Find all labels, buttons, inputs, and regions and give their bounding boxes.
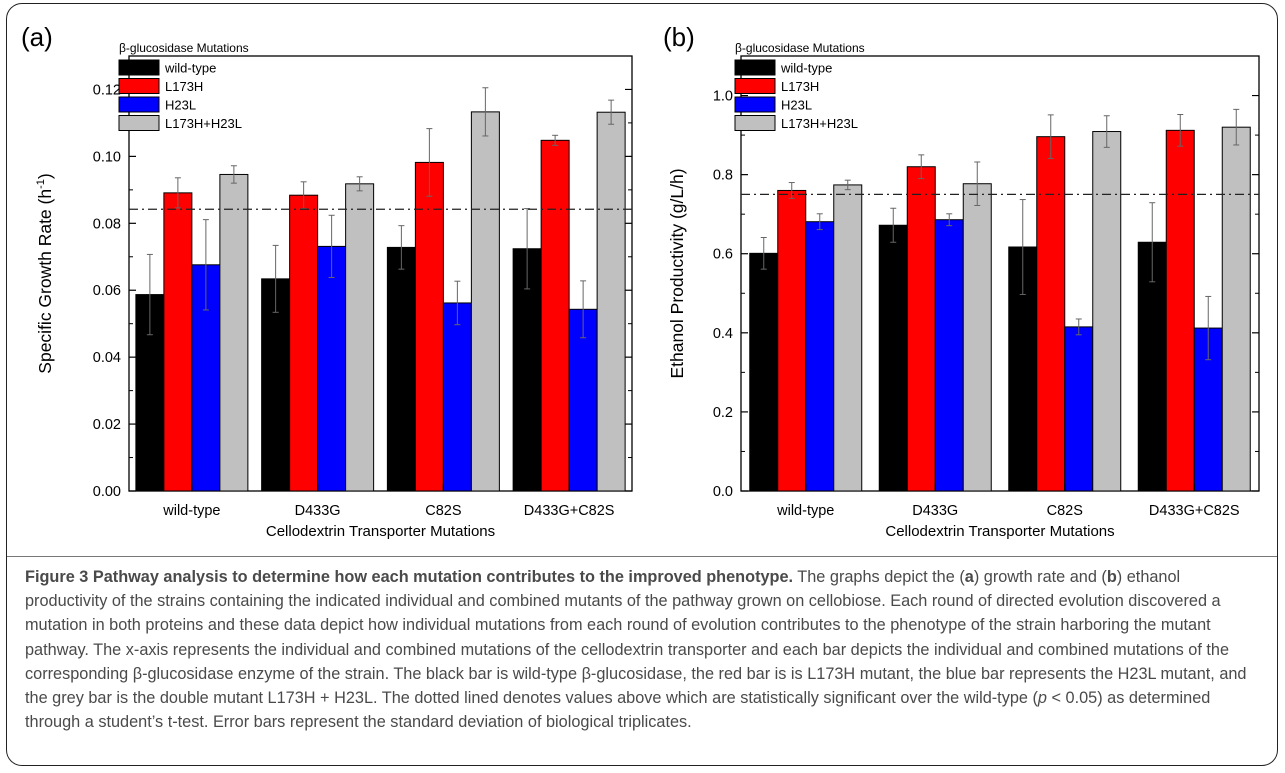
plot-frame: [740, 55, 1260, 492]
bar: [1221, 126, 1251, 492]
y-tick-label: 0.06: [93, 283, 121, 299]
bar: [962, 183, 992, 492]
y-axis-label: Ethanol Productivity (g/L/h): [667, 168, 687, 378]
bar: [219, 173, 249, 492]
bar: [1092, 131, 1122, 492]
y-axis-label: Specific Growth Rate (h-1): [35, 173, 55, 373]
bar: [777, 189, 807, 492]
y-tick-label: 0.08: [93, 216, 121, 232]
legend-label: L173H: [781, 79, 819, 94]
bar: [317, 245, 347, 492]
y-axis-label-text: Specific Growth Rate (h: [35, 189, 55, 374]
bar: [1165, 129, 1195, 492]
x-tick-label: wild-type: [162, 503, 220, 519]
panel-label: (a): [21, 22, 53, 52]
x-tick-label: D433G+C82S: [1149, 503, 1240, 519]
y-tick-label: 0.6: [713, 247, 733, 263]
bar: [596, 111, 626, 492]
y-axis-label-end: ): [35, 173, 55, 179]
bar: [386, 246, 416, 492]
x-tick-label: D433G: [295, 503, 341, 519]
legend-swatch: [118, 78, 160, 94]
y-tick-label: 0.2: [713, 405, 733, 421]
caption-divider: [7, 556, 1277, 557]
bar: [163, 192, 193, 492]
y-tick-label: 1.0: [713, 89, 733, 105]
y-tick-label: 0.0: [713, 484, 733, 500]
caption-text: The graphs depict the (: [793, 568, 965, 586]
legend-swatch: [118, 96, 160, 113]
bar: [878, 224, 908, 492]
legend-label: H23L: [781, 98, 812, 113]
bar: [289, 194, 319, 492]
x-axis-label: Cellodextrin Transporter Mutations: [266, 523, 495, 540]
legend-swatch: [118, 59, 160, 76]
legend-label: L173H+H23L: [165, 116, 242, 131]
x-tick-label: D433G: [912, 503, 958, 519]
y-tick-label: 0.4: [713, 326, 733, 342]
legend-swatch: [734, 96, 776, 113]
x-tick-label: wild-type: [776, 503, 834, 519]
bar: [1137, 241, 1167, 492]
chart-growth-rate: (a) 0.00 0.02 0.04 0.06 0.08 0.10 0.12 Specific …: [21, 22, 633, 540]
legend-label: L173H+H23L: [781, 116, 858, 131]
legend-label: wild-type: [780, 61, 832, 76]
bar: [749, 252, 779, 492]
legend-label: L173H: [165, 79, 203, 94]
bar: [1036, 136, 1066, 492]
y-tick-label: 0.12: [93, 82, 121, 98]
bar: [261, 278, 291, 492]
bar: [540, 139, 570, 492]
bar: [1064, 326, 1094, 492]
bar: [805, 221, 835, 492]
legend-title: β-glucosidase Mutations: [119, 41, 249, 55]
legend-title: β-glucosidase Mutations: [735, 41, 865, 55]
x-tick-label: C82S: [1047, 503, 1083, 519]
caption-title: Figure 3 Pathway analysis to determine h…: [25, 568, 794, 586]
y-axis-label-text: Ethanol Productivity (g/L/h): [667, 168, 687, 378]
x-axis-label: Cellodextrin Transporter Mutations: [885, 523, 1114, 540]
legend-swatch: [734, 78, 776, 94]
x-tick-label: C82S: [425, 503, 461, 519]
caption-text: < 0.05) as determined through a student’…: [25, 689, 1211, 732]
bar: [345, 183, 375, 492]
legend-label: H23L: [165, 98, 196, 113]
y-axis-label-superscript: -1: [35, 179, 47, 189]
panel-label: (b): [663, 22, 695, 52]
caption-p-symbol: p: [1037, 689, 1047, 708]
caption-text: ) ethanol productivity of the strains co…: [25, 568, 1247, 708]
legend-label: wild-type: [164, 61, 216, 76]
y-tick-label: 0.8: [713, 168, 733, 184]
caption-panel-b-ref: b: [1106, 568, 1117, 586]
bar: [414, 161, 444, 492]
bar: [833, 184, 863, 492]
plot-frame: [128, 55, 633, 492]
bar: [442, 302, 472, 492]
y-tick-label: 0.10: [93, 149, 121, 165]
figure-frame: (a) 0.00 0.02 0.04 0.06 0.08 0.10 0.12 Specific …: [6, 3, 1278, 766]
legend-swatch: [734, 59, 776, 76]
bar: [470, 111, 500, 492]
y-tick-label: 0.02: [93, 417, 121, 433]
chart-ethanol-productivity: (b) 0.0 0.2 0.4 0.6 0.8 1.0 Ethanol Productivit…: [663, 22, 1260, 540]
y-tick-label: 0.04: [93, 350, 121, 366]
y-tick-label: 0.00: [93, 484, 121, 500]
caption-panel-a-ref: a: [964, 568, 974, 586]
legend-swatch: [734, 115, 776, 131]
caption-text: ) growth rate and (: [973, 568, 1107, 586]
bar: [934, 219, 964, 492]
x-tick-label: D433G+C82S: [524, 503, 615, 519]
bar: [906, 166, 936, 492]
figure-caption: Figure 3 Pathway analysis to determine h…: [25, 565, 1261, 734]
legend-swatch: [118, 115, 160, 131]
